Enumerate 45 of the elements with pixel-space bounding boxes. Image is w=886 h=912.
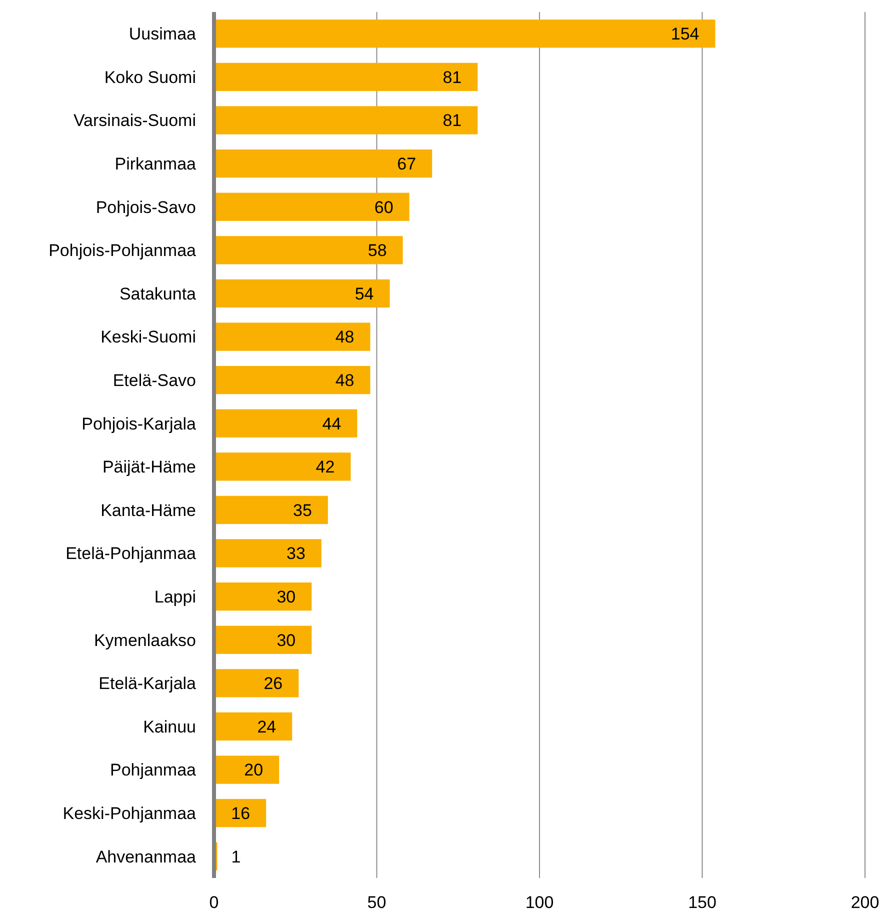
y-tick-label: Varsinais-Suomi xyxy=(73,111,196,130)
y-tick-label: Pohjanmaa xyxy=(110,760,197,780)
x-tick-label: 50 xyxy=(367,893,386,912)
y-tick-label: Pohjois-Pohjanmaa xyxy=(48,241,197,260)
y-tick-label: Kainuu xyxy=(143,717,196,736)
data-label: 24 xyxy=(257,717,276,736)
y-tick-label: Pirkanmaa xyxy=(114,154,197,174)
y-tick-label: Ahvenanmaa xyxy=(96,847,197,866)
data-label: 154 xyxy=(670,24,700,44)
y-tick-label: Koko Suomi xyxy=(104,68,196,87)
data-label: 58 xyxy=(368,241,387,260)
data-label: 81 xyxy=(442,111,462,130)
x-tick-label: 0 xyxy=(209,893,219,912)
y-tick-label: Etelä-Pohjanmaa xyxy=(66,544,197,564)
data-label: 16 xyxy=(231,804,250,823)
x-tick-label: 100 xyxy=(525,893,554,912)
data-label: 48 xyxy=(335,371,354,390)
data-label: 30 xyxy=(276,588,296,606)
data-label: 20 xyxy=(244,760,264,780)
data-label: 35 xyxy=(293,500,312,520)
data-label: 60 xyxy=(374,198,394,217)
y-tick-label: Kymenlaakso xyxy=(94,630,196,650)
data-label: 42 xyxy=(316,458,335,477)
y-tick-label: Lappi xyxy=(154,588,196,606)
y-tick-label: Satakunta xyxy=(119,284,197,304)
y-tick-label: Etelä-Savo xyxy=(112,371,196,390)
x-tick-label: 150 xyxy=(688,893,716,912)
y-tick-label: Pohjois-Karjala xyxy=(82,414,197,434)
data-label: 54 xyxy=(354,284,374,304)
y-tick-label: Päijät-Häme xyxy=(102,458,196,477)
y-tick-label: Keski-Suomi xyxy=(100,328,196,347)
data-label: 33 xyxy=(286,544,306,564)
y-tick-label: Keski-Pohjanmaa xyxy=(62,804,197,823)
data-label: 1 xyxy=(231,847,241,866)
data-label: 44 xyxy=(322,414,342,434)
y-tick-label: Kanta-Häme xyxy=(100,500,196,520)
data-label: 26 xyxy=(264,674,283,694)
x-tick-label: 200 xyxy=(850,893,880,912)
data-label: 81 xyxy=(442,68,462,87)
y-tick-label: Pohjois-Savo xyxy=(96,198,196,217)
y-tick-label: Uusimaa xyxy=(128,24,197,44)
data-label: 30 xyxy=(276,630,296,650)
y-tick-label: Etelä-Karjala xyxy=(98,674,197,694)
data-label: 48 xyxy=(335,328,354,347)
data-label: 67 xyxy=(397,154,416,174)
